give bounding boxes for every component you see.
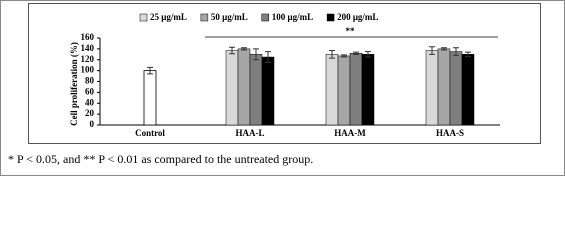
error-bar <box>241 47 247 51</box>
y-tick-label: 80 <box>85 76 95 86</box>
page: {"chart_data": {"type": "bar", "legend":… <box>0 0 565 176</box>
error-bar <box>229 46 235 55</box>
bar <box>325 54 339 126</box>
error-bar <box>329 50 335 59</box>
bar <box>143 70 157 126</box>
bar <box>461 54 475 126</box>
x-tick-label: HAA-M <box>334 128 366 138</box>
error-bar <box>429 46 435 55</box>
legend-label: 25 μg/mL <box>150 12 187 22</box>
caption: * P < 0.05, and ** P < 0.01 as compared … <box>8 152 313 166</box>
x-tick-label: Control <box>135 128 165 138</box>
error-bar <box>341 54 347 58</box>
y-axis-label: Cell proliferation (%) <box>69 42 79 126</box>
bar <box>349 52 363 126</box>
bar <box>361 54 375 126</box>
error-bar <box>441 47 447 51</box>
y-tick-label: 40 <box>85 97 95 107</box>
bar <box>225 50 239 126</box>
bar <box>261 56 275 126</box>
y-tick-label: 100 <box>81 65 95 75</box>
y-tick-label: 0 <box>90 119 95 129</box>
bar <box>249 54 263 126</box>
legend-swatch <box>261 13 269 22</box>
error-bar <box>365 51 371 58</box>
y-tick-label: 140 <box>81 43 95 53</box>
legend-swatch <box>326 13 335 22</box>
figure: Cell proliferation (%) * P < 0.05, and *… <box>0 0 565 176</box>
error-bar <box>465 51 471 57</box>
y-tick-label: 60 <box>85 86 95 96</box>
error-bar <box>265 51 271 63</box>
chart-frame <box>28 3 541 144</box>
legend-swatch <box>200 13 209 22</box>
bar <box>237 48 251 126</box>
error-bar <box>453 47 459 56</box>
bar <box>337 55 351 126</box>
legend-swatch <box>139 13 148 22</box>
x-tick-label: HAA-S <box>436 128 464 138</box>
bar <box>449 51 463 126</box>
error-bar <box>353 51 359 55</box>
y-tick-label: 120 <box>81 54 95 64</box>
legend-label: 100 μg/mL <box>272 12 313 22</box>
annotation: ** <box>346 26 356 36</box>
bar <box>425 50 439 126</box>
legend-label: 50 μg/mL <box>211 12 248 22</box>
x-tick-label: HAA-L <box>236 128 265 138</box>
y-tick-label: 160 <box>81 32 95 42</box>
error-bar <box>253 48 259 61</box>
bar <box>437 48 451 126</box>
legend-label: 200 μg/mL <box>337 12 378 22</box>
y-tick-label: 20 <box>85 108 95 118</box>
error-bar <box>147 66 153 75</box>
